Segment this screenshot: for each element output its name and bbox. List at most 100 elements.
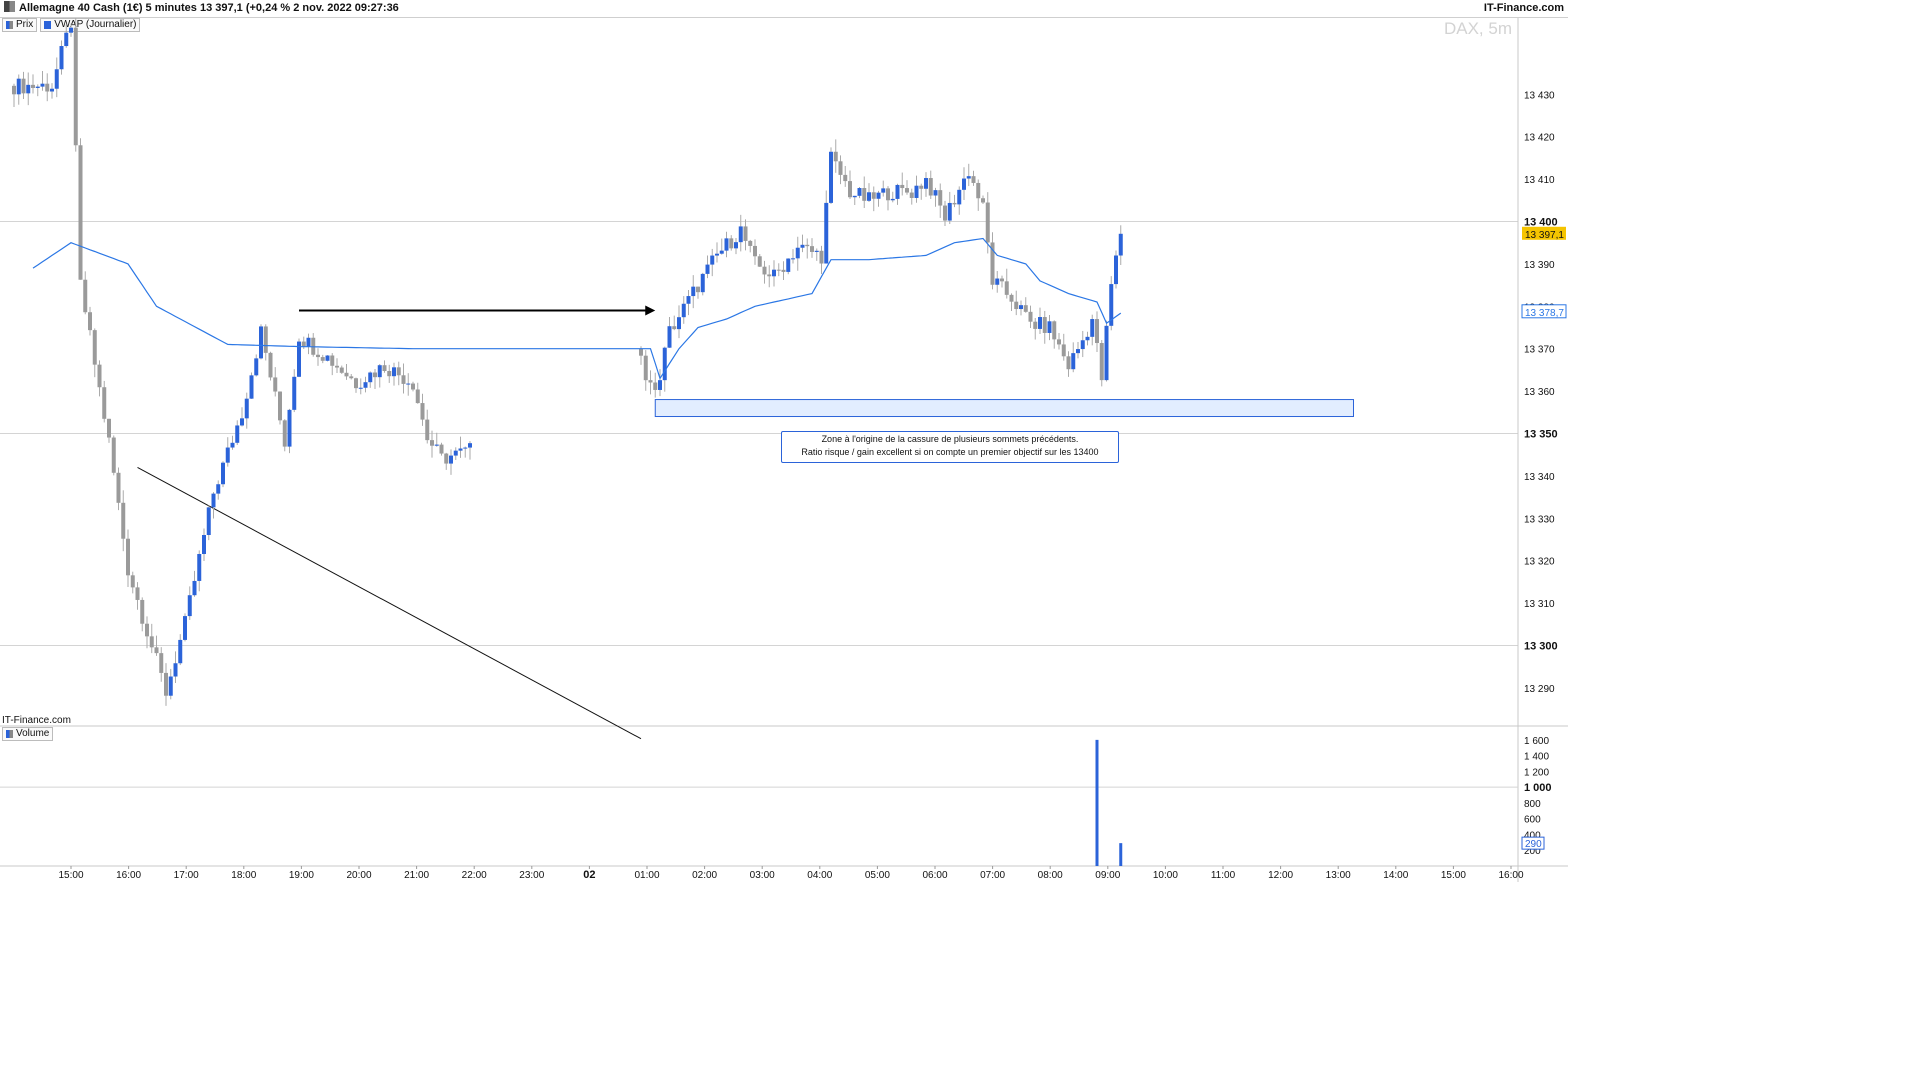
legend-price[interactable]: Prix xyxy=(2,18,38,32)
candle-body xyxy=(672,326,677,330)
trendline-layer xyxy=(137,466,642,740)
candle-body xyxy=(1090,319,1095,337)
candle-body xyxy=(73,27,78,146)
price-tick-label: 13 370 xyxy=(1524,345,1555,356)
candle-body xyxy=(135,587,140,600)
candle-body xyxy=(382,365,387,371)
candle-body xyxy=(396,367,401,376)
candle-body xyxy=(928,178,933,196)
candle-body xyxy=(786,258,791,272)
time-tick-label: 06:00 xyxy=(922,870,947,881)
chart-title: Allemagne 40 Cash (1€) 5 minutes 13 397,… xyxy=(19,2,399,14)
candle-body xyxy=(795,247,800,259)
candle-body xyxy=(287,409,292,447)
annotation-box[interactable]: Zone à l'origine de la cassure de plusie… xyxy=(781,431,1119,463)
volume-bar xyxy=(1119,843,1123,866)
candle-body xyxy=(886,188,890,201)
candle-body xyxy=(1109,284,1114,326)
time-tick-label: 11:00 xyxy=(1211,870,1236,881)
candle-body xyxy=(259,326,263,359)
candle-body xyxy=(791,258,795,260)
candle-body xyxy=(278,391,282,421)
candle-body xyxy=(21,78,26,94)
candle-body xyxy=(311,337,316,355)
candle-body xyxy=(316,354,320,358)
candle-body xyxy=(273,377,278,392)
candle-body xyxy=(1000,278,1004,282)
legend-volume[interactable]: Volume xyxy=(2,727,54,741)
candle-body xyxy=(40,83,45,87)
candle-body xyxy=(344,372,349,377)
volume-tick-label: 200 xyxy=(1524,846,1541,857)
candle-body xyxy=(458,448,463,451)
candle-body xyxy=(881,188,886,193)
candle-body xyxy=(947,202,952,221)
brand-label[interactable]: IT-Finance.com xyxy=(1483,2,1564,14)
price-tick-label: 13 400 xyxy=(1524,216,1558,228)
candle-body xyxy=(145,623,149,637)
arrow-layer xyxy=(299,305,656,316)
volume-tick-label: 1 400 xyxy=(1524,752,1549,763)
candle-body xyxy=(705,264,710,274)
volume-layer xyxy=(1095,739,1123,866)
price-tick-label: 13 340 xyxy=(1524,472,1555,483)
candle-body xyxy=(235,425,240,443)
candle-body xyxy=(249,375,254,399)
candle-body xyxy=(696,286,700,293)
candle-body xyxy=(957,189,962,205)
candle-body xyxy=(140,599,145,624)
candle-body xyxy=(240,418,244,426)
time-tick-label: 23:00 xyxy=(519,870,544,881)
candle-body xyxy=(734,242,738,249)
time-tick-label: 15:00 xyxy=(1441,870,1466,881)
candle-body xyxy=(833,151,838,162)
candle-body xyxy=(339,367,344,373)
candle-body xyxy=(800,244,805,248)
candle-body xyxy=(1057,339,1061,345)
chart-header: Allemagne 40 Cash (1€) 5 minutes 13 397,… xyxy=(0,0,1568,18)
candle-body xyxy=(45,83,50,92)
candles-layer xyxy=(12,18,1123,706)
time-tick-label: 17:00 xyxy=(174,870,199,881)
candle-body xyxy=(976,182,981,199)
candle-body xyxy=(187,595,192,617)
candle-body xyxy=(757,256,762,267)
candle-body xyxy=(149,636,154,648)
time-tick-label: 19:00 xyxy=(289,870,314,881)
candle-body xyxy=(354,378,358,389)
chart-type-icon[interactable] xyxy=(4,1,15,12)
support-zone xyxy=(654,399,1354,418)
price-tick-label: 13 380 xyxy=(1524,302,1555,313)
candle-body xyxy=(933,190,938,196)
legend-vwap[interactable]: VWAP (Journalier) xyxy=(40,18,141,32)
candle-body xyxy=(900,184,905,189)
candle-body xyxy=(12,85,16,95)
price-tick-label: 13 300 xyxy=(1524,640,1558,652)
candle-body xyxy=(1114,255,1118,285)
candle-body xyxy=(643,355,648,381)
time-tick-label: 18:00 xyxy=(231,870,256,881)
time-tick-label: 03:00 xyxy=(750,870,775,881)
time-tick-label: 02 xyxy=(583,869,595,881)
candle-body xyxy=(178,639,183,664)
candle-body xyxy=(325,355,330,361)
candle-body xyxy=(164,672,168,696)
time-tick-label: 04:00 xyxy=(807,870,832,881)
candle-body xyxy=(411,383,415,390)
volume-tick-label: 400 xyxy=(1524,830,1541,841)
candle-body xyxy=(59,46,64,70)
candle-body xyxy=(173,663,178,677)
candle-body xyxy=(154,647,159,654)
candle-body xyxy=(320,357,325,361)
time-tick-label: 16:00 xyxy=(1498,870,1523,881)
candle-body xyxy=(449,455,453,464)
price-tick-label: 13 390 xyxy=(1524,260,1555,271)
candle-body xyxy=(843,174,848,182)
candle-body xyxy=(938,190,943,206)
time-axis: 15:00 16:00 17:00 18:00 19:00 20:00 21:00 22:00… xyxy=(58,866,1524,881)
price-tick-label: 13 350 xyxy=(1524,428,1558,440)
time-tick-label: 05:00 xyxy=(865,870,890,881)
volume-tick-label: 600 xyxy=(1524,815,1541,826)
volume-legend: Volume xyxy=(2,727,54,741)
candle-body xyxy=(415,389,420,404)
